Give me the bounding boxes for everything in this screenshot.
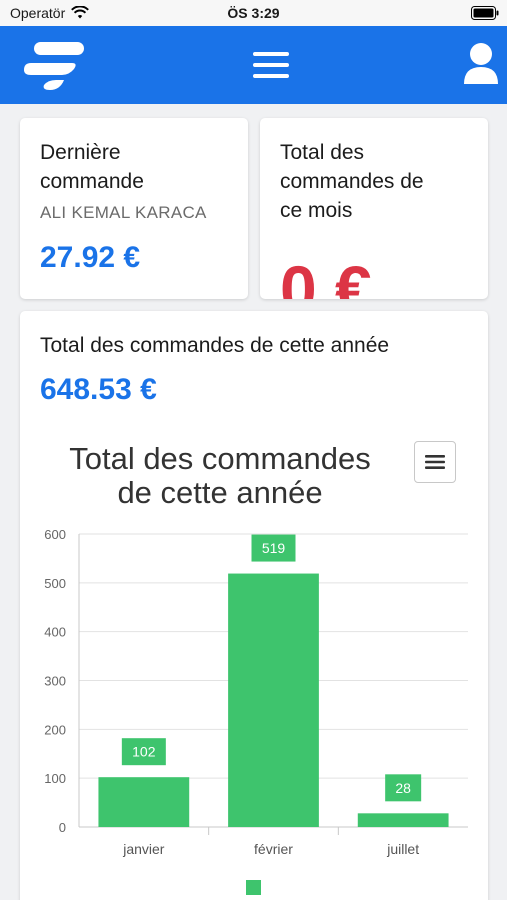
y-tick-label: 0 xyxy=(59,820,66,835)
data-label: 28 xyxy=(395,780,411,796)
carrier-name: Operatör xyxy=(10,5,66,21)
bar xyxy=(357,813,449,827)
x-tick-label: janvier xyxy=(122,841,165,857)
status-time: ÖS 3:29 xyxy=(227,5,280,21)
chart-data-labels: 102 519 28 xyxy=(121,534,422,802)
chart-menu-icon[interactable] xyxy=(414,441,456,483)
data-label: 519 xyxy=(262,540,286,556)
data-label-box xyxy=(251,534,296,562)
x-tick-label: février xyxy=(254,841,293,857)
year-total-amount: 648.53 € xyxy=(40,373,157,406)
app-header xyxy=(0,26,507,104)
y-tick-label: 400 xyxy=(44,625,66,640)
y-tick-label: 200 xyxy=(44,722,66,737)
battery-icon xyxy=(471,6,499,23)
hamburger-menu-icon[interactable] xyxy=(252,46,290,84)
month-total-amount: 0 € xyxy=(280,252,372,299)
bar-chart: 102 519 28 0 100 200 300 400 500 600 janvier févri… xyxy=(44,527,468,895)
chart-bars xyxy=(98,573,449,827)
x-tick-label: juillet xyxy=(386,841,419,857)
data-label-box xyxy=(385,774,422,802)
y-tick-label: 300 xyxy=(44,674,66,689)
last-order-card[interactable]: Dernière commande ALI KEMAL KARACA 27.92… xyxy=(20,118,248,299)
status-bar: Operatör ÖS 3:29 xyxy=(0,0,507,26)
data-label: 102 xyxy=(132,744,156,760)
wifi-icon xyxy=(71,6,90,19)
last-order-title: Dernière commande xyxy=(40,141,144,193)
year-total-card: Total des commandes de cette année 648.5… xyxy=(20,311,488,900)
y-tick-label: 500 xyxy=(44,576,66,591)
legend-swatch xyxy=(246,880,261,895)
chart-tick-labels: 0 100 200 300 400 500 600 janvier février juillet xyxy=(44,527,419,857)
bar xyxy=(228,573,319,827)
bar xyxy=(98,777,190,827)
last-order-amount: 27.92 € xyxy=(40,241,141,274)
month-total-card[interactable]: Total des commandes de ce mois 0 € xyxy=(260,118,488,299)
month-total-title: Total des commandes de ce mois xyxy=(280,141,424,222)
y-tick-label: 600 xyxy=(44,527,66,542)
user-profile-icon[interactable] xyxy=(463,42,499,86)
carrier-info: Operatör xyxy=(10,5,90,21)
year-total-title: Total des commandes de cette année xyxy=(40,334,390,357)
brand-logo-icon[interactable] xyxy=(24,40,88,92)
last-order-customer: ALI KEMAL KARACA xyxy=(40,203,207,222)
chart-legend: Montant des ventes xyxy=(246,880,261,895)
data-label-box xyxy=(121,738,166,766)
y-tick-label: 100 xyxy=(44,771,66,786)
chart-title: Total des commandes de cette année xyxy=(69,441,371,510)
